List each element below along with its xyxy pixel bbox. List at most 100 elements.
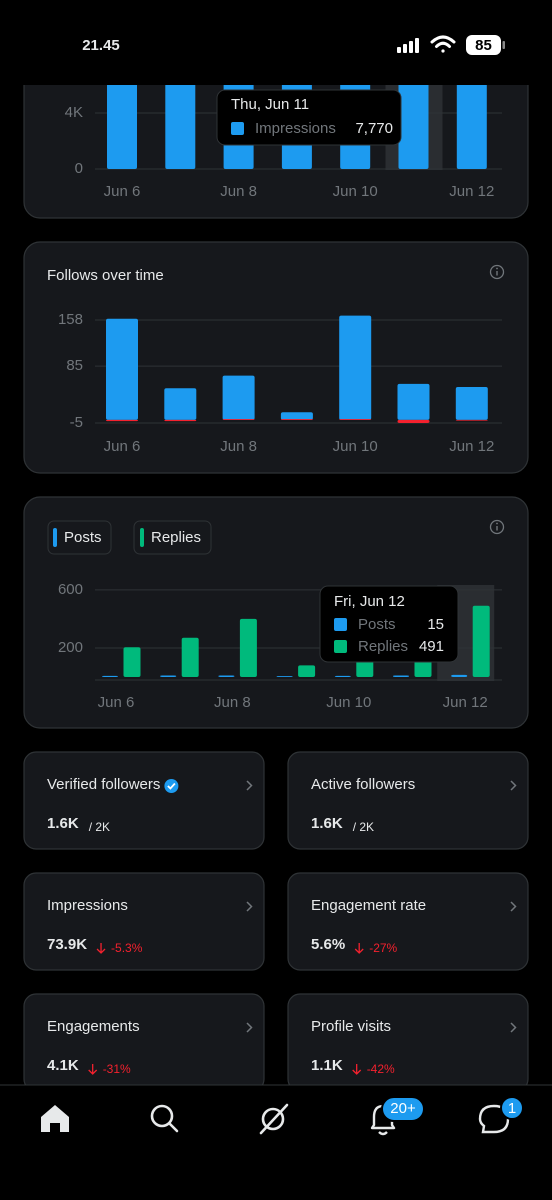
chevron [510, 1022, 517, 1033]
x-tick-label: Jun 6 [104, 183, 141, 200]
tooltip-label: Replies [358, 638, 408, 655]
bar [276, 676, 293, 677]
stat-card[interactable] [287, 872, 529, 971]
tooltip-label: Impressions [255, 120, 336, 137]
bar [123, 647, 141, 677]
legend-posts[interactable]: Posts [47, 520, 112, 555]
signal-icon [397, 38, 419, 53]
x-tick-label: Jun 6 [98, 694, 135, 711]
chevron [510, 780, 517, 791]
y-tick-label: 85 [66, 357, 83, 374]
bar [106, 318, 138, 420]
bar [280, 412, 313, 420]
stat-label: Verified followers [47, 776, 160, 793]
tooltip-label: Posts [358, 616, 396, 633]
stat-card[interactable] [287, 993, 529, 1092]
wifi-icon [430, 35, 456, 53]
stat-card[interactable] [23, 993, 265, 1092]
x-tick-label: Jun 8 [214, 694, 251, 711]
chevron [246, 1022, 253, 1033]
y-tick-label: -5 [70, 414, 83, 431]
stat-card[interactable] [23, 872, 265, 971]
stat-value: 4.1K [47, 1057, 79, 1074]
bar [218, 675, 235, 677]
legend-label: Replies [151, 529, 201, 546]
bar [455, 419, 488, 421]
bar [181, 637, 199, 677]
tooltip-box [319, 585, 459, 663]
info-icon[interactable] [489, 519, 505, 535]
x-tick-label: Jun 12 [443, 694, 488, 711]
clock: 21.45 [82, 37, 120, 54]
chevron [246, 901, 253, 912]
legend-replies[interactable]: Replies [133, 520, 212, 555]
stat-label: Active followers [311, 776, 415, 793]
chevron [246, 780, 253, 791]
stat-value: 73.9K [47, 936, 87, 953]
stat-change: -42% [367, 1062, 395, 1076]
stat-label: Impressions [47, 897, 128, 914]
chart-title: Follows over time [47, 267, 164, 284]
tooltip-value: 15 [427, 616, 444, 633]
y-tick-label: 158 [58, 311, 83, 328]
tooltip: Thu, Jun 11 Impressions 7,770 [216, 89, 402, 146]
tooltip-title: Fri, Jun 12 [334, 593, 405, 610]
bar [102, 675, 118, 677]
x-tick-label: Jun 8 [220, 438, 257, 455]
battery-icon: 85 [466, 35, 505, 55]
stat-change: -27% [369, 941, 397, 955]
y-tick-label: 200 [58, 639, 83, 656]
stat-value: 1.1K [311, 1057, 343, 1074]
verified-badge [164, 779, 179, 793]
stat-card[interactable] [23, 751, 265, 850]
stat-card[interactable] [287, 751, 529, 850]
badge [500, 1096, 524, 1120]
badge [381, 1096, 425, 1122]
bar [398, 60, 429, 169]
stat-label: Profile visits [311, 1018, 391, 1035]
x-tick-label: Jun 6 [104, 438, 141, 455]
tooltip-value: 491 [419, 638, 444, 655]
bar [455, 386, 488, 420]
bar [222, 419, 255, 420]
stat-detail: / 2K [89, 820, 110, 834]
bar [339, 419, 372, 420]
home-tab[interactable] [41, 1105, 69, 1132]
y-tick-label: 4K [65, 104, 83, 121]
follows-chart: 158 85 -5 Jun 6 Jun 8 Jun 10 Jun 12 [58, 311, 502, 455]
bar [451, 674, 468, 677]
posts-replies-card [23, 496, 529, 729]
tooltip-swatch [334, 640, 347, 653]
bar [334, 675, 351, 677]
stat-value: 1.6K [311, 815, 343, 832]
down-arrow [354, 943, 364, 954]
y-tick-label: 0 [75, 160, 83, 177]
messages-badge: 1 [508, 1100, 516, 1117]
search-tab[interactable] [150, 1104, 179, 1133]
bar [298, 665, 316, 677]
stat-change: -5.3% [111, 941, 143, 955]
bar [280, 419, 313, 420]
tooltip-swatch [231, 122, 244, 135]
stat-cards: Verified followers 1.6K / 2K Active followe… [23, 751, 529, 1092]
x-tick-label: Jun 10 [333, 183, 378, 200]
stat-value: 1.6K [47, 815, 79, 832]
bar [393, 675, 409, 677]
tab-bar [0, 1085, 552, 1200]
tooltip-box [216, 89, 402, 146]
bar [164, 388, 197, 420]
bar [472, 605, 490, 677]
bar [239, 618, 257, 677]
x-tick-label: Jun 8 [220, 183, 257, 200]
y-tick-label: 600 [58, 581, 83, 598]
bar [397, 383, 430, 420]
down-arrow [96, 943, 106, 954]
bar [106, 419, 138, 422]
x-tick-label: Jun 10 [333, 438, 378, 455]
bar [160, 675, 177, 677]
grok-tab[interactable] [259, 1103, 289, 1135]
info-icon[interactable] [489, 264, 505, 280]
battery-level: 85 [475, 37, 492, 54]
